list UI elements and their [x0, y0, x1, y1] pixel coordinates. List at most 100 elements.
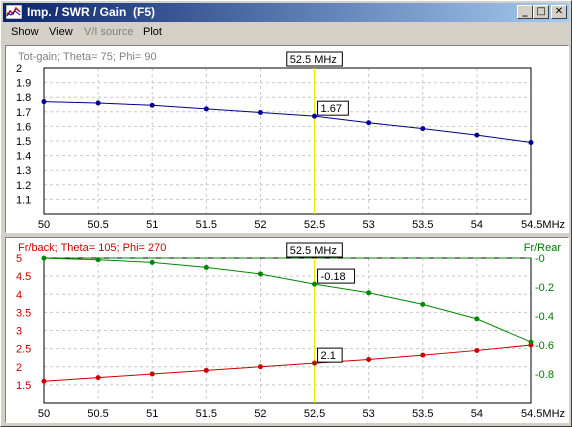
right-axis-title: Fr/Rear — [524, 242, 562, 254]
front-rear-data-point — [312, 281, 318, 287]
gain-data-point — [528, 139, 534, 145]
y-tick-label: 1.2 — [16, 180, 31, 192]
x-tick-label: 53.5 — [412, 408, 433, 420]
y-tick-label: 1.1 — [16, 194, 31, 206]
right-y-tick-label: -0.6 — [535, 340, 554, 352]
minimize-button[interactable]: _ — [517, 5, 533, 19]
y-tick-label: 1.7 — [16, 107, 31, 119]
y-tick-label: 1.9 — [16, 78, 31, 90]
maximize-button[interactable]: □ — [533, 5, 549, 19]
x-tick-label: 52.5 — [304, 408, 325, 420]
x-tick-label: 53 — [363, 219, 375, 231]
x-tick-label: 53.5 — [412, 219, 433, 231]
window-title: Imp. / SWR / Gain (F5) — [27, 5, 156, 19]
chart-title: Fr/back; Theta= 105; Phi= 270 — [18, 242, 166, 254]
front-rear-cursor-value: -0.18 — [321, 271, 346, 283]
gain-chart-panel[interactable]: 1.1 1.2 1.3 1.4 1.5 1.6 1.7 1.8 1.9 2 50 50.5 51 51.5… — [5, 45, 569, 233]
x-tick-label: 53 — [363, 408, 375, 420]
x-tick-label: 51 — [146, 408, 158, 420]
gain-data-point — [366, 120, 372, 126]
front-back-cursor-value-box — [317, 347, 343, 363]
front-rear-data-point — [528, 339, 534, 345]
gain-data-point — [420, 126, 426, 132]
right-y-tick-label: -0.2 — [535, 282, 554, 294]
gain-series-line — [43, 101, 532, 143]
gain-data-point — [95, 100, 101, 106]
y-tick-label: 2 — [16, 63, 22, 75]
x-tick-label: 50.5 — [87, 219, 108, 231]
y-tick-label: 1.4 — [16, 151, 31, 163]
right-y-tick-label: -0 — [535, 253, 545, 265]
gain-data-point — [312, 113, 318, 119]
menu-view[interactable]: View — [49, 26, 73, 38]
left-y-tick-label: 2.5 — [16, 344, 31, 356]
menu-show[interactable]: Show — [11, 26, 39, 38]
gain-data-point — [203, 106, 209, 112]
title-bar[interactable]: Imp. / SWR / Gain (F5) _ □ ✕ — [3, 3, 569, 22]
right-y-tick-label: -0.4 — [535, 311, 554, 323]
x-tick-label: 54.5MHz — [521, 408, 565, 420]
cursor-frequency-label: 52.5 MHz — [290, 54, 337, 66]
front-rear-data-point — [420, 301, 426, 307]
x-tick-label: 50 — [38, 408, 50, 420]
front-rear-data-point — [474, 316, 480, 322]
left-y-tick-label: 3 — [16, 326, 22, 338]
gain-data-point — [41, 99, 47, 105]
chart-app-icon — [6, 5, 22, 19]
front-rear-data-point — [366, 290, 372, 296]
front-back-data-point — [420, 352, 426, 358]
front-back-chart-panel[interactable]: 1.5 2 2.5 3 3.5 4 4.5 5 -0 -0.2 -0.4 -0.6 -0.8 50 50.5… — [5, 237, 569, 423]
front-rear-data-point — [257, 271, 263, 277]
chart-title: Tot-gain; Theta= 75; Phi= 90 — [18, 51, 157, 63]
front-back-data-point — [149, 371, 155, 377]
left-y-tick-label: 4 — [16, 289, 22, 301]
front-rear-data-point — [95, 257, 101, 263]
left-y-tick-label: 4.5 — [16, 271, 31, 283]
y-tick-label: 1.5 — [16, 136, 31, 148]
left-y-tick-label: 2 — [16, 362, 22, 374]
front-back-cursor-value: 2.1 — [321, 350, 336, 362]
front-back-data-point — [95, 375, 101, 381]
front-back-series-line — [43, 344, 532, 382]
menu-vi-source[interactable]: V/I source — [84, 26, 134, 38]
gain-chart[interactable]: 1.1 1.2 1.3 1.4 1.5 1.6 1.7 1.8 1.9 2 50 50.5 51 51.5… — [6, 46, 568, 232]
left-y-tick-label: 1.5 — [16, 380, 31, 392]
cursor-frequency-label-box — [286, 242, 343, 258]
front-rear-series-line — [43, 257, 532, 343]
front-back-data-point — [203, 367, 209, 373]
gain-data-point — [257, 110, 263, 116]
cursor-frequency-label-box — [286, 51, 343, 67]
front-back-data-point — [312, 360, 318, 366]
front-rear-cursor-value-box — [317, 268, 356, 284]
x-tick-label: 51 — [146, 219, 158, 231]
left-y-tick-label: 5 — [16, 253, 22, 265]
plot-frame — [43, 257, 532, 404]
x-tick-label: 52.5 — [304, 219, 325, 231]
front-back-chart[interactable]: 1.5 2 2.5 3 3.5 4 4.5 5 -0 -0.2 -0.4 -0.6 -0.8 50 50.5… — [6, 238, 568, 422]
gain-cursor-value: 1.67 — [321, 103, 342, 115]
x-tick-label: 52 — [254, 408, 266, 420]
menu-bar: Show View V/I source Plot — [3, 23, 569, 42]
gain-data-point — [149, 102, 155, 108]
front-back-data-point — [366, 357, 372, 362]
x-tick-label: 54 — [471, 408, 483, 420]
front-back-data-point — [41, 378, 47, 384]
gain-cursor-value-box — [317, 100, 349, 116]
y-tick-label: 1.8 — [16, 92, 31, 104]
x-tick-label: 54 — [471, 219, 483, 231]
x-tick-label: 50.5 — [87, 408, 108, 420]
right-y-tick-label: -0.8 — [535, 369, 554, 381]
close-button[interactable]: ✕ — [551, 5, 567, 19]
x-tick-label: 54.5MHz — [521, 219, 565, 231]
x-tick-label: 51.5 — [196, 408, 217, 420]
front-back-data-point — [257, 364, 263, 370]
x-tick-label: 51.5 — [196, 219, 217, 231]
y-tick-label: 1.6 — [16, 121, 31, 133]
menu-plot[interactable]: Plot — [143, 26, 162, 38]
left-y-tick-label: 3.5 — [16, 307, 31, 319]
x-tick-label: 50 — [38, 219, 50, 231]
front-rear-data-point — [203, 264, 209, 270]
front-back-data-point — [474, 347, 480, 353]
gain-data-point — [474, 132, 480, 138]
